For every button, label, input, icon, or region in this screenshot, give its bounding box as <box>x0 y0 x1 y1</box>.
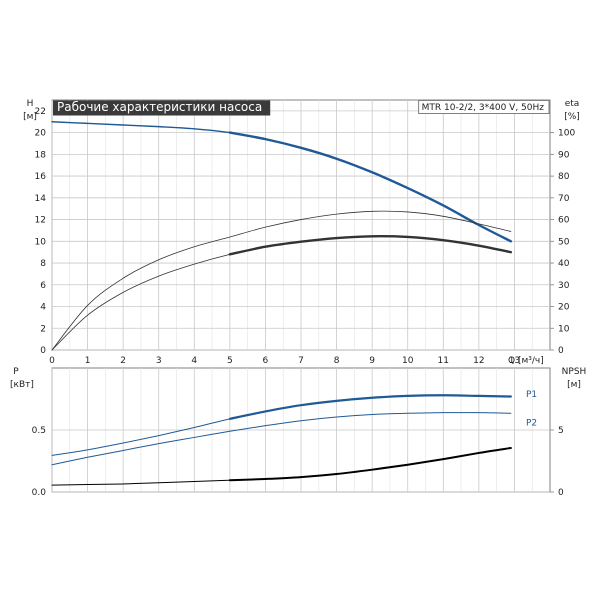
y-tick-label: 0 <box>40 346 46 356</box>
x-tick-label: 9 <box>369 356 375 366</box>
x-tick-label: 2 <box>120 356 126 366</box>
y2-tick-label: 20 <box>558 303 570 313</box>
x-tick-label: 0 <box>49 356 55 366</box>
bottom-y-axis-unit: [кВт] <box>10 380 34 390</box>
y2-tick-label: 40 <box>558 259 570 269</box>
bottom-y2-axis-title: NPSH <box>562 367 587 377</box>
y2-tick-label: 50 <box>558 237 570 247</box>
top-panel-curves <box>51 121 513 351</box>
series-head-operating-range <box>228 131 513 243</box>
y-tick-label: 2 <box>40 324 46 334</box>
bottom-panel-tick-labels: 0.0 0.5 0 5 <box>32 426 564 498</box>
y-axis-title: H <box>27 99 34 109</box>
x-tick-label: 1 <box>85 356 91 366</box>
x-tick-label: 13 <box>509 356 520 366</box>
bottom-y-tick-label: 0.0 <box>32 488 47 498</box>
y2-tick-label: 10 <box>558 324 570 334</box>
p1-series-label: P1 <box>526 390 537 400</box>
bottom-y2-tick-label: 0 <box>558 488 564 498</box>
x-tick-label: 3 <box>156 356 162 366</box>
chart-title: Рабочие характеристики насоса <box>57 100 262 114</box>
y-tick-label: 22 <box>35 107 46 117</box>
y2-tick-label: 30 <box>558 281 570 291</box>
y2-axis-unit: [%] <box>564 112 580 122</box>
series-npsh-operating-range <box>228 446 512 482</box>
x-axis-title: Q [м³/ч] <box>508 356 544 366</box>
chart-subtitle-box <box>418 100 550 114</box>
y-tick-label: 18 <box>35 150 47 160</box>
bottom-y-axis-title: P <box>13 367 19 377</box>
y2-tick-label: 0 <box>558 346 564 356</box>
x-tick-label: 11 <box>438 356 449 366</box>
y-tick-label: 16 <box>35 172 47 182</box>
x-tick-label: 7 <box>298 356 304 366</box>
y2-tick-label: 70 <box>558 194 570 204</box>
y-tick-label: 6 <box>40 281 46 291</box>
x-tick-label: 6 <box>263 356 269 366</box>
top-panel-tick-labels: 0 1 2 3 4 5 6 7 8 9 10 11 12 130246810121416182022010… <box>35 107 576 366</box>
y-tick-label: 10 <box>35 237 47 247</box>
series-p2-line <box>51 412 512 466</box>
chart-title-box <box>53 100 271 116</box>
chart-subtitle: MTR 10-2/2, 3*400 V, 50Hz <box>422 103 545 113</box>
bottom-y2-axis-unit: [м] <box>567 380 581 390</box>
y-axis-unit: [м] <box>23 112 37 122</box>
x-tick-label: 4 <box>191 356 197 366</box>
y-tick-label: 14 <box>35 194 47 204</box>
y2-tick-label: 60 <box>558 216 570 226</box>
y2-axis-title: eta <box>565 99 580 109</box>
y-tick-label: 20 <box>35 129 47 139</box>
series-eta-operating-range <box>228 235 513 256</box>
y2-tick-label: 90 <box>558 150 570 160</box>
y-tick-label: 12 <box>35 216 46 226</box>
series-p1-operating-range <box>228 394 512 420</box>
x-tick-label: 12 <box>473 356 484 366</box>
x-tick-label: 5 <box>227 356 233 366</box>
y-tick-label: 8 <box>40 259 46 269</box>
bottom-y-tick-label: 0.5 <box>32 426 46 436</box>
p2-series-label: P2 <box>526 419 537 429</box>
bottom-panel-curves <box>51 394 512 486</box>
bottom-y2-tick-label: 5 <box>558 426 564 436</box>
series-eta_thin-line <box>51 210 512 351</box>
y2-tick-label: 100 <box>558 129 575 139</box>
x-tick-label: 10 <box>402 356 414 366</box>
y2-tick-label: 80 <box>558 172 570 182</box>
y-tick-label: 4 <box>40 303 46 313</box>
x-tick-label: 8 <box>334 356 340 366</box>
